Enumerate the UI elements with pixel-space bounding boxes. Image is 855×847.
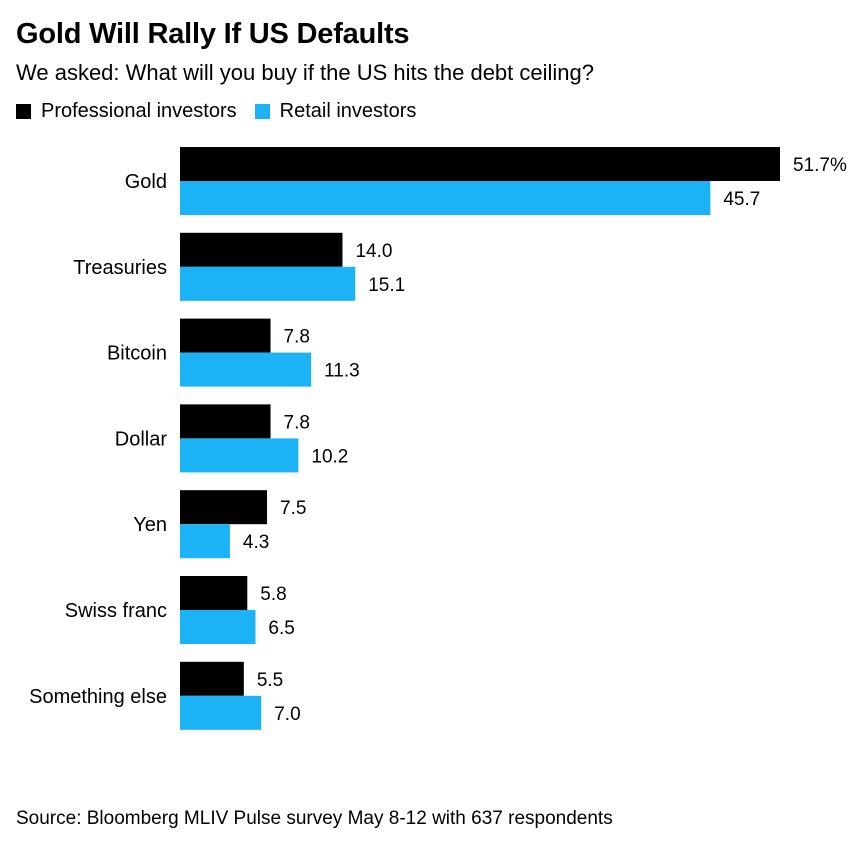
data-label-professional: 5.8	[260, 584, 286, 605]
bar-professional	[180, 490, 268, 525]
category-label: Gold	[125, 171, 167, 193]
data-label-professional: 7.8	[284, 327, 310, 348]
data-label-retail: 45.7	[723, 189, 760, 210]
bar-retail	[180, 266, 356, 301]
legend: Professional investors Retail investors	[16, 100, 434, 123]
bar-retail	[180, 524, 230, 559]
bar-retail	[180, 610, 256, 644]
legend-label-retail: Retail investors	[279, 100, 417, 122]
category-label: Swiss franc	[65, 600, 167, 622]
source-note: Source: Bloomberg MLIV Pulse survey May …	[16, 808, 613, 829]
legend-swatch-retail	[254, 104, 270, 119]
legend-label-professional: Professional investors	[41, 100, 237, 122]
bar-professional	[180, 404, 271, 439]
bar-retail	[180, 352, 312, 387]
legend-swatch-professional	[16, 104, 31, 119]
data-label-retail: 11.3	[324, 361, 360, 382]
bar-retail	[180, 438, 299, 473]
category-label: Bitcoin	[107, 343, 167, 365]
bar-retail	[180, 695, 262, 730]
data-label-retail: 10.2	[311, 446, 348, 467]
bar-professional	[180, 147, 780, 181]
bar-retail	[180, 181, 711, 215]
bar-professional	[180, 576, 248, 610]
category-label: Yen	[133, 514, 167, 536]
category-label: Dollar	[115, 428, 168, 450]
data-label-retail: 4.3	[243, 532, 269, 553]
legend-item-professional: Professional investors	[16, 100, 237, 123]
data-label-professional: 14.0	[355, 241, 392, 262]
category-label: Treasuries	[73, 257, 167, 279]
legend-item-retail: Retail investors	[254, 100, 417, 123]
bar-professional	[180, 232, 343, 267]
bar-professional	[180, 318, 271, 353]
data-label-retail: 7.0	[274, 704, 300, 725]
data-label-professional: 7.5	[280, 498, 306, 519]
bar-chart: Gold 51.7% 45.7 Treasuries 14.0 15.1 Bitcoin 7.…	[29, 147, 847, 730]
data-label-professional: 7.8	[284, 412, 310, 433]
data-label-professional: 5.5	[257, 670, 283, 691]
bar-professional	[180, 661, 244, 696]
data-label-retail: 15.1	[368, 275, 405, 296]
data-label-retail: 6.5	[268, 618, 294, 639]
category-label: Something else	[29, 686, 167, 708]
chart-title: Gold Will Rally If US Defaults	[16, 18, 410, 50]
chart-subtitle: We asked: What will you buy if the US hi…	[16, 60, 594, 85]
data-label-professional: 51.7%	[793, 155, 847, 176]
